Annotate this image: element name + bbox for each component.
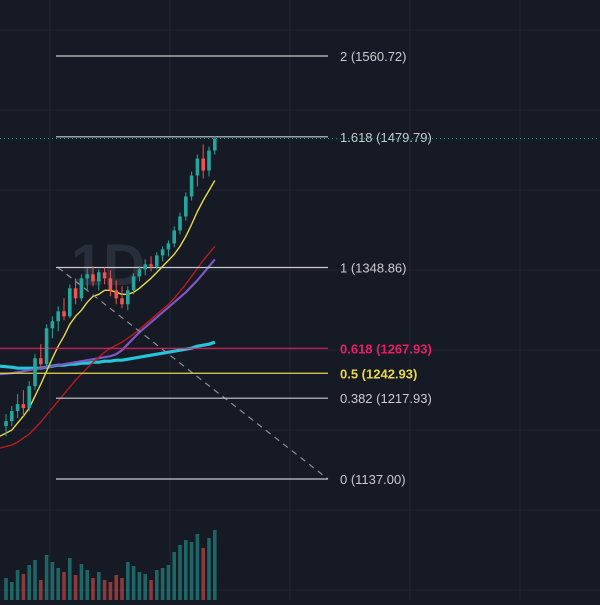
candle-body (44, 328, 49, 365)
volume-bar (73, 575, 78, 600)
trend-dashed-line[interactable] (57, 267, 329, 480)
candle-body (39, 358, 43, 365)
candle-body (85, 274, 89, 279)
fib-retracement[interactable]: 2 (1560.72) 1.618 (1479.79) 1 (1348.86) 0.6… (0, 49, 432, 487)
candle-body (114, 290, 118, 299)
fib-level-label: 2 (1560.72) (340, 49, 407, 64)
volume-bar (213, 530, 217, 600)
candle-body (172, 230, 176, 244)
volume-bar (114, 575, 118, 600)
candle-body (4, 421, 8, 427)
ma-slow-line (0, 258, 216, 376)
candle-body (97, 272, 101, 282)
candle-body (108, 278, 113, 291)
volume-bar (189, 542, 194, 600)
candle-body (126, 290, 130, 305)
volume-bar (149, 580, 153, 600)
volume-bar (56, 568, 60, 600)
candle-body (178, 216, 182, 231)
fib-level-label: 0 (1137.00) (340, 472, 406, 487)
volume-bar (27, 565, 31, 600)
candle-body (68, 288, 72, 317)
fib-level-label: 1 (1348.86) (340, 261, 407, 276)
candle-body (102, 272, 107, 279)
volume-bar (108, 582, 113, 600)
volume-bar (126, 562, 130, 600)
candle-body (56, 311, 60, 322)
volume-bar (62, 572, 66, 600)
volume-bar (172, 552, 176, 600)
candle-body (91, 274, 95, 282)
candle-body (33, 358, 37, 387)
candle-body (131, 276, 136, 291)
candle-body (189, 175, 194, 197)
candle-body (27, 386, 31, 409)
moving-averages (0, 180, 216, 449)
candle-body (213, 138, 217, 151)
volume-bar (85, 570, 89, 600)
candle-body (155, 255, 159, 267)
candle-body (79, 278, 84, 299)
volume-bar (166, 565, 171, 600)
volume-bar (44, 555, 49, 600)
volume-bar (207, 538, 211, 600)
volume-bars (4, 530, 217, 600)
candle-body (149, 264, 153, 267)
ma-long-line (0, 340, 216, 370)
candle-body (195, 158, 200, 176)
candle-body (50, 321, 55, 329)
volume-bar (21, 574, 26, 600)
candle-body (207, 150, 211, 171)
candle-body (143, 264, 147, 270)
candle-body (120, 298, 124, 305)
volume-bar (178, 545, 182, 600)
candle-body (160, 249, 165, 256)
fib-level-label: 0.382 (1217.93) (340, 391, 432, 406)
volume-bar (15, 570, 20, 600)
volume-bar (39, 580, 43, 600)
volume-bar (97, 572, 101, 600)
volume-bar (91, 578, 95, 600)
volume-bar (184, 540, 188, 600)
volume-bar (120, 578, 124, 600)
candle-body (62, 311, 66, 317)
volume-bar (195, 534, 200, 600)
volume-bar (143, 574, 147, 600)
volume-bar (79, 564, 84, 600)
fib-level-label: 1.618 (1479.79) (340, 130, 432, 145)
candle-body (184, 196, 188, 217)
fib-level-label: 0.5 (1242.93) (340, 366, 417, 381)
candle-body (21, 404, 26, 409)
volume-bar (33, 560, 37, 600)
candle-body (137, 269, 142, 277)
fib-trend-line[interactable] (57, 267, 329, 480)
candle-body (166, 243, 171, 250)
candles (4, 136, 217, 437)
volume-bar (155, 570, 159, 600)
volume-bar (4, 578, 8, 600)
candle-body (10, 411, 14, 422)
volume-bar (50, 562, 55, 600)
volume-bar (10, 582, 14, 600)
fib-level-label: 0.618 (1267.93) (340, 341, 432, 356)
volume-bar (201, 548, 205, 600)
volume-bar (137, 572, 142, 600)
volume-bar (68, 558, 72, 600)
candle-body (73, 288, 78, 299)
volume-bar (160, 568, 165, 600)
volume-bar (102, 580, 107, 600)
candle-body (15, 404, 20, 412)
candle-body (201, 158, 205, 171)
volume-bar (131, 566, 136, 600)
